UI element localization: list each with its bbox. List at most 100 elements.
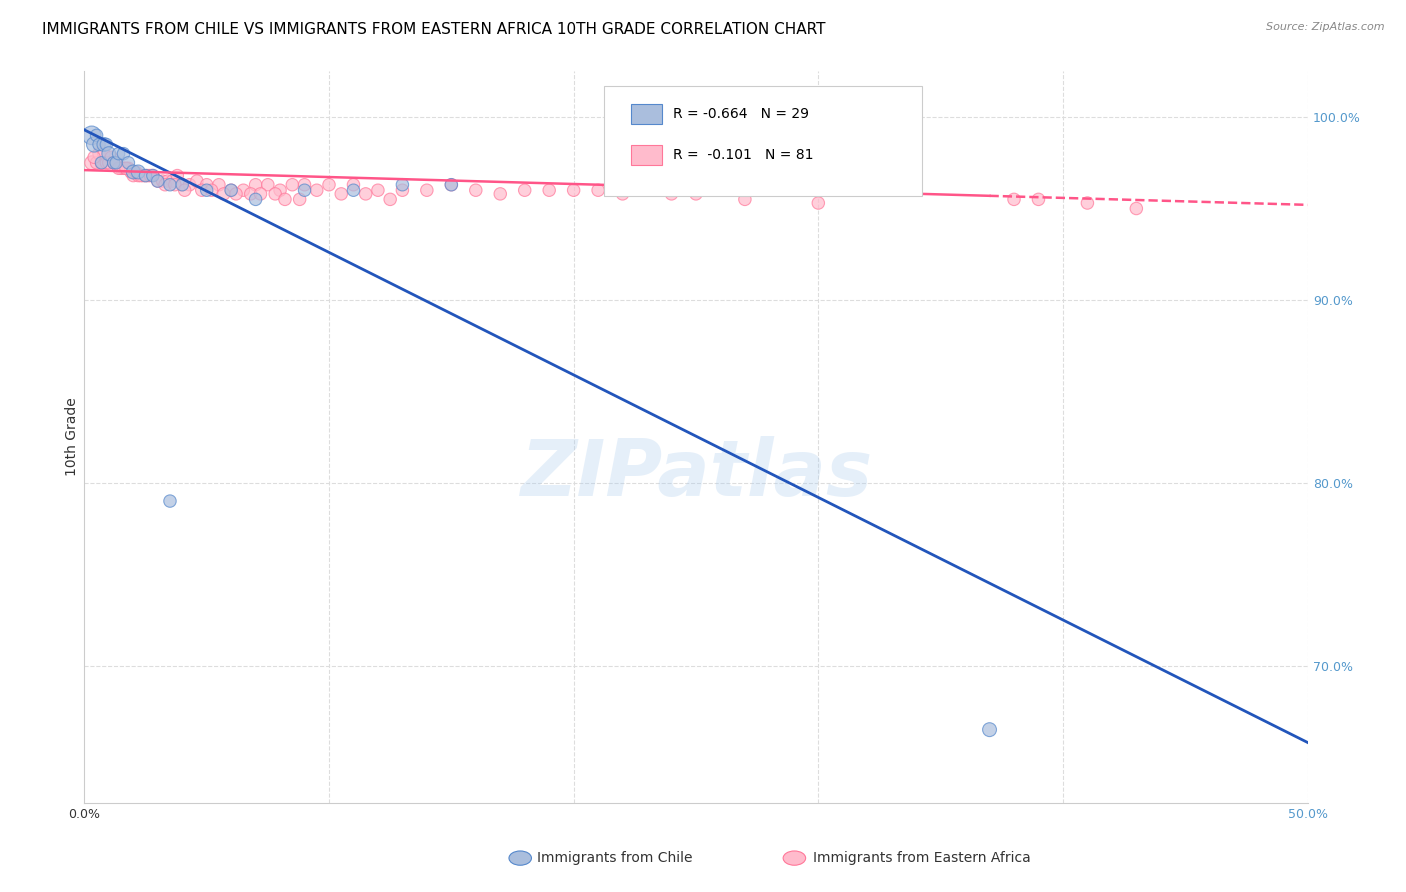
Point: [80, 128, 103, 143]
Point: [734, 192, 756, 206]
Point: [538, 183, 561, 197]
Point: [132, 169, 155, 183]
Point: [1125, 202, 1147, 216]
Point: [807, 196, 830, 211]
Point: [219, 183, 242, 197]
Point: [110, 161, 132, 176]
Point: [142, 169, 165, 183]
Point: [156, 174, 179, 188]
Point: [96, 155, 118, 169]
Text: ZIPatlas: ZIPatlas: [520, 435, 872, 512]
Point: [97, 155, 120, 169]
Point: [135, 169, 157, 183]
Point: [186, 174, 208, 188]
FancyBboxPatch shape: [605, 86, 922, 195]
Point: [125, 165, 148, 179]
Point: [172, 178, 194, 192]
Point: [129, 169, 152, 183]
Point: [391, 178, 413, 192]
Text: Source: ZipAtlas.com: Source: ZipAtlas.com: [1267, 22, 1385, 32]
Point: [274, 192, 297, 206]
Point: [191, 183, 214, 197]
Point: [90, 155, 112, 169]
Point: [232, 183, 254, 197]
Point: [264, 186, 287, 201]
Y-axis label: 10th Grade: 10th Grade: [65, 398, 79, 476]
Point: [105, 155, 128, 169]
Point: [127, 169, 149, 183]
Point: [159, 178, 181, 192]
Point: [103, 155, 125, 169]
Point: [146, 174, 169, 188]
Point: [195, 183, 218, 197]
Point: [440, 178, 463, 192]
Point: [152, 174, 174, 188]
Point: [195, 178, 218, 192]
Bar: [631, 145, 662, 165]
Point: [117, 161, 139, 176]
Point: [122, 169, 145, 183]
Point: [288, 192, 311, 206]
Point: [162, 174, 184, 188]
Point: [513, 183, 536, 197]
Point: [367, 183, 389, 197]
Bar: [631, 103, 662, 124]
Point: [136, 169, 159, 183]
Point: [330, 186, 353, 201]
Text: Immigrants from Eastern Africa: Immigrants from Eastern Africa: [813, 851, 1031, 865]
Point: [245, 192, 267, 206]
Point: [318, 178, 340, 192]
Point: [86, 155, 108, 169]
Point: [100, 150, 122, 164]
Point: [257, 178, 280, 192]
Text: R = -0.664   N = 29: R = -0.664 N = 29: [672, 107, 808, 120]
Point: [105, 155, 128, 169]
Point: [107, 146, 129, 161]
Text: Immigrants from Chile: Immigrants from Chile: [537, 851, 693, 865]
Point: [80, 155, 103, 169]
Point: [93, 146, 115, 161]
Point: [112, 146, 135, 161]
Point: [661, 186, 683, 201]
Point: [172, 178, 194, 192]
Point: [391, 183, 413, 197]
Point: [117, 155, 139, 169]
Point: [1002, 192, 1025, 206]
Point: [294, 183, 316, 197]
Point: [135, 169, 157, 183]
Point: [208, 178, 231, 192]
Point: [96, 137, 118, 152]
Point: [179, 178, 201, 192]
Text: 50.0%: 50.0%: [1288, 808, 1327, 822]
Point: [139, 169, 162, 183]
Point: [90, 155, 112, 169]
Point: [153, 178, 176, 192]
Point: [685, 186, 707, 201]
Point: [107, 161, 129, 176]
Point: [83, 137, 105, 152]
Point: [294, 178, 316, 192]
Point: [464, 183, 486, 197]
Point: [146, 174, 169, 188]
Point: [127, 165, 149, 179]
Point: [163, 178, 186, 192]
Point: [440, 178, 463, 192]
Point: [586, 183, 609, 197]
Point: [122, 165, 145, 179]
Point: [93, 137, 115, 152]
Point: [281, 178, 304, 192]
Point: [212, 186, 235, 201]
Point: [120, 165, 142, 179]
Point: [219, 183, 242, 197]
Point: [269, 183, 291, 197]
Point: [979, 723, 1001, 737]
Point: [562, 183, 585, 197]
Point: [86, 128, 108, 143]
Point: [245, 178, 267, 192]
Point: [1076, 196, 1098, 211]
Point: [83, 150, 105, 164]
Point: [87, 137, 110, 152]
Point: [380, 192, 402, 206]
Point: [239, 186, 262, 201]
Point: [489, 186, 512, 201]
